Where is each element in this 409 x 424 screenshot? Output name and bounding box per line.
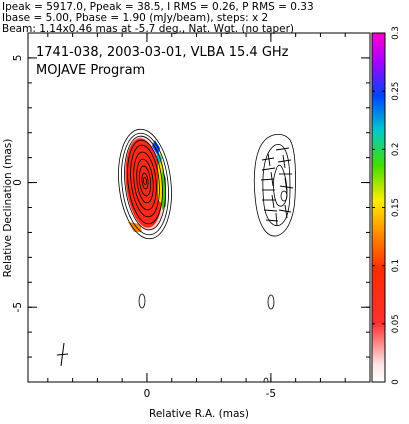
colorbar-tick-label: 0	[391, 379, 401, 384]
colorbar-tick-label: 0.05	[391, 314, 401, 333]
core-component	[118, 128, 172, 240]
colorbar-tick-label: 0.1	[391, 259, 401, 273]
colorbar-tick-label: 0.15	[391, 198, 401, 217]
evpa-sticks	[260, 147, 294, 227]
chart-title: 1741-038, 2003-03-01, VLBA 15.4 GHz	[36, 45, 289, 60]
header-line-3: Beam: 1.14x0.46 mas at -5.7 deg., Nat. W…	[2, 23, 294, 35]
beam-marker	[56, 342, 69, 367]
header-line-2: Ibase = 5.00, Pbase = 1.90 (mJy/beam), s…	[2, 12, 268, 24]
y-tick-label: -5	[12, 302, 24, 312]
x-axis-label: Relative R.A. (mas)	[149, 408, 249, 420]
axes: 0 -5 5 0 -5	[12, 32, 371, 400]
x-tick-label: 0	[144, 388, 151, 400]
chart-subtitle: MOJAVE Program	[36, 63, 145, 78]
header-line-1: Ipeak = 5917.0, Ppeak = 38.5, I RMS = 0.…	[2, 1, 314, 13]
colorbar-tick-label: 0.25	[391, 82, 401, 101]
x-tick-label: -5	[266, 388, 276, 400]
y-tick-label: 0	[12, 179, 24, 186]
colorbar-tick-label: 0.2	[391, 143, 401, 157]
noise-contours	[138, 293, 275, 382]
y-axis-label: Relative Declination (mas)	[2, 139, 14, 278]
colorbar-ticks: 0 0.05 0.1 0.15 0.2 0.25 0.3	[372, 26, 401, 385]
core-contours	[118, 128, 172, 240]
colorbar-tick-label: 0.3	[391, 26, 401, 40]
plot-frame	[27, 32, 371, 383]
map-content	[56, 128, 296, 382]
polarization-component	[253, 133, 296, 237]
y-tick-label: 5	[12, 55, 24, 62]
